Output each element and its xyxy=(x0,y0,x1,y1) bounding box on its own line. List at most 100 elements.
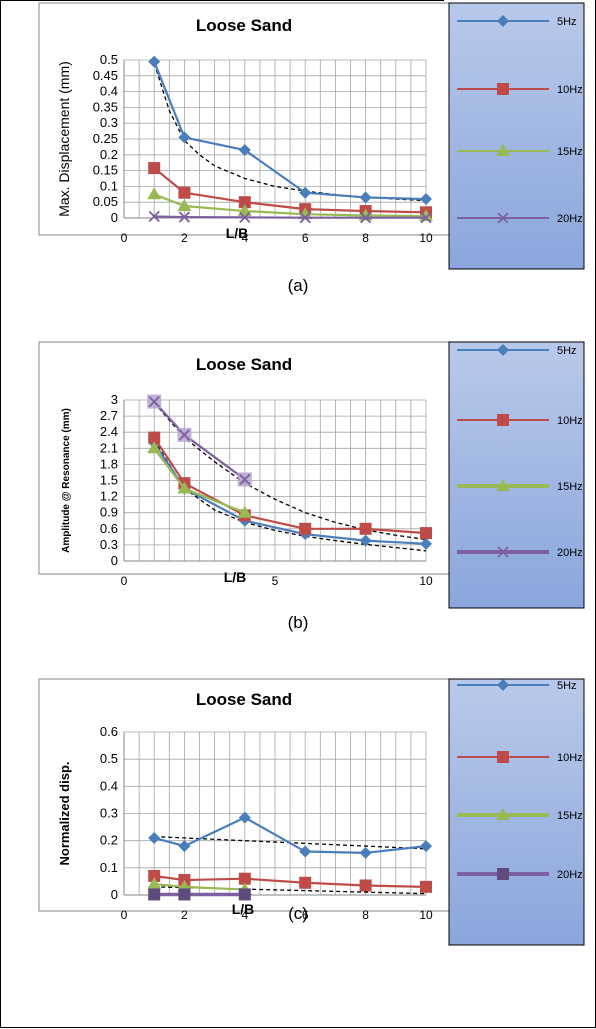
data-point xyxy=(420,840,432,853)
data-point xyxy=(420,193,432,206)
y-tick-label: 0.5 xyxy=(100,751,118,766)
chart-panel-b: 0 0.3 0.6 0.9 1.2 1.5 1.8 2.1 2.4 2.7 3 0 5 10 Loose S… xyxy=(38,341,585,609)
data-point xyxy=(177,481,192,494)
data-point xyxy=(178,429,191,441)
legend-marker xyxy=(497,679,509,691)
series-20Hz xyxy=(148,888,251,901)
data-point xyxy=(239,211,251,224)
legend-entry-15Hz: 15Hz xyxy=(457,479,583,493)
series-10Hz xyxy=(148,869,432,893)
legend-entry-20Hz: 20Hz xyxy=(457,868,583,881)
data-point xyxy=(359,191,372,204)
legend-label: 5Hz xyxy=(557,345,577,357)
legend-label: 5Hz xyxy=(557,680,577,692)
data-point xyxy=(359,522,372,535)
x-tick-label: 0 xyxy=(121,574,128,588)
y-tick-label: 0.2 xyxy=(100,147,118,162)
data-point xyxy=(147,441,162,454)
legend-marker xyxy=(497,212,509,224)
data-point xyxy=(178,840,191,853)
legend-label: 20Hz xyxy=(557,869,583,881)
x-tick-label: 2 xyxy=(181,231,188,245)
series-5Hz xyxy=(148,811,432,859)
legend-label: 20Hz xyxy=(557,547,583,559)
x-tick-label: 8 xyxy=(362,231,369,245)
data-point xyxy=(238,872,251,885)
top-border xyxy=(0,0,444,1)
chart-title: Loose Sand xyxy=(196,355,292,374)
data-point xyxy=(148,210,160,223)
legend-marker xyxy=(496,144,510,156)
legend-marker xyxy=(496,808,510,820)
data-point xyxy=(359,212,372,224)
data-point xyxy=(299,876,312,889)
data-point xyxy=(148,869,161,882)
legend-label: 15Hz xyxy=(557,810,583,822)
series-15Hz xyxy=(147,441,252,518)
data-point xyxy=(148,431,161,444)
y-tick-label: 1.5 xyxy=(100,473,118,488)
y-tick-label: 0.35 xyxy=(93,99,118,114)
legend-entry-10Hz: 10Hz xyxy=(457,83,583,96)
series-line xyxy=(153,816,427,854)
data-point xyxy=(238,196,251,209)
x-tick-label: 5 xyxy=(272,574,279,588)
x-tick-label: 10 xyxy=(419,231,433,245)
series-line xyxy=(153,61,427,201)
data-point xyxy=(420,880,432,893)
data-point xyxy=(359,879,372,892)
legend-label: 10Hz xyxy=(557,415,583,427)
data-point xyxy=(239,473,251,486)
data-point xyxy=(238,811,251,824)
legend-panel xyxy=(448,2,585,270)
x-tick-label: 6 xyxy=(302,231,309,245)
y-tick-label: 2.1 xyxy=(100,440,118,455)
y-tick-label: 0.1 xyxy=(100,178,118,193)
data-point xyxy=(178,131,191,144)
caption-a: (a) xyxy=(287,276,309,295)
legend-label: 15Hz xyxy=(557,146,583,158)
legend-marker xyxy=(497,751,509,763)
legend-marker xyxy=(497,868,509,880)
y-tick-label: 0.4 xyxy=(100,778,118,793)
legend-entry-10Hz: 10Hz xyxy=(457,414,583,427)
trendline xyxy=(153,402,427,541)
x-tick-label: 10 xyxy=(419,574,433,588)
y-axis-label: Normalized disp. xyxy=(57,761,72,865)
data-point xyxy=(299,845,312,858)
y-tick-label: 2.7 xyxy=(100,408,118,423)
legend-marker xyxy=(497,546,509,558)
legend-entry-20Hz: 20Hz xyxy=(457,212,583,225)
data-point xyxy=(148,831,161,844)
data-point xyxy=(147,187,162,200)
x-axis-label: L/B xyxy=(224,569,247,585)
data-point xyxy=(420,527,432,540)
legend-marker xyxy=(497,344,509,356)
y-tick-label: 0 xyxy=(111,887,118,902)
y-tick-label: 0.6 xyxy=(100,521,118,536)
data-point xyxy=(148,395,160,408)
y-tick-label: 2.4 xyxy=(100,424,118,439)
y-tick-label: 0.3 xyxy=(100,537,118,552)
chart-panel-a: 0 0.05 0.1 0.15 0.2 0.25 0.3 0.35 0.4 0.45 0.5 0 2 4 6… xyxy=(38,2,585,270)
data-point xyxy=(420,537,432,550)
x-tick-label: 4 xyxy=(241,908,248,922)
chart-title: Loose Sand xyxy=(196,690,292,709)
legend-entry-15Hz: 15Hz xyxy=(457,144,583,158)
y-tick-label: 3 xyxy=(111,392,118,407)
series-line xyxy=(154,215,426,219)
legend-panel xyxy=(448,341,585,609)
data-point xyxy=(299,522,312,535)
y-axis-label: Amplitude @ Resonance (mm) xyxy=(61,408,72,553)
series-5Hz xyxy=(148,55,432,206)
x-tick-label: 0 xyxy=(121,908,128,922)
caption-b: (b) xyxy=(287,613,309,632)
data-point xyxy=(148,55,161,68)
data-point xyxy=(420,212,432,224)
y-tick-label: 0.3 xyxy=(100,115,118,130)
data-point xyxy=(299,212,311,224)
x-tick-label: 2 xyxy=(181,908,188,922)
legend-entry-5Hz: 5Hz xyxy=(457,15,577,28)
legend-marker xyxy=(497,414,509,426)
